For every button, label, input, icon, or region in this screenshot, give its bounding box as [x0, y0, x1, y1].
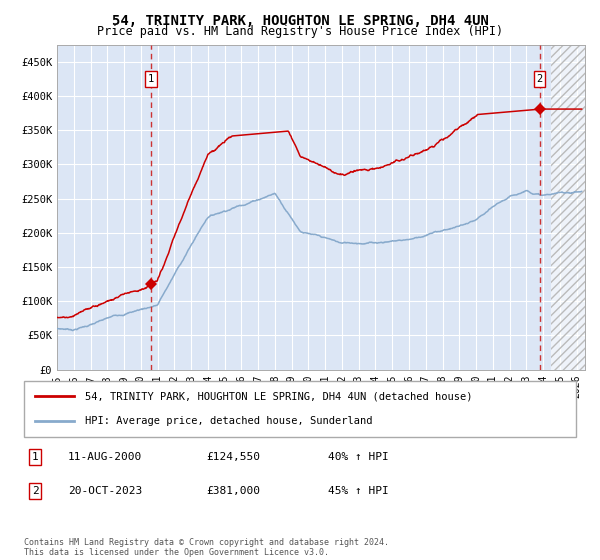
Text: 2: 2	[536, 74, 543, 84]
Text: 45% ↑ HPI: 45% ↑ HPI	[328, 486, 388, 496]
FancyBboxPatch shape	[24, 381, 576, 437]
Text: 54, TRINITY PARK, HOUGHTON LE SPRING, DH4 4UN: 54, TRINITY PARK, HOUGHTON LE SPRING, DH…	[112, 14, 488, 28]
Text: 1: 1	[148, 74, 154, 84]
Text: Price paid vs. HM Land Registry's House Price Index (HPI): Price paid vs. HM Land Registry's House …	[97, 25, 503, 38]
Text: 1: 1	[32, 452, 38, 462]
Bar	[551, 45, 585, 370]
Text: 11-AUG-2000: 11-AUG-2000	[68, 452, 142, 462]
Text: £381,000: £381,000	[206, 486, 260, 496]
Text: HPI: Average price, detached house, Sunderland: HPI: Average price, detached house, Sund…	[85, 416, 372, 426]
Text: £124,550: £124,550	[206, 452, 260, 462]
Text: 20-OCT-2023: 20-OCT-2023	[68, 486, 142, 496]
Text: 54, TRINITY PARK, HOUGHTON LE SPRING, DH4 4UN (detached house): 54, TRINITY PARK, HOUGHTON LE SPRING, DH…	[85, 391, 472, 402]
Text: 40% ↑ HPI: 40% ↑ HPI	[328, 452, 388, 462]
Bar	[551, 45, 585, 370]
Text: 2: 2	[32, 486, 38, 496]
Text: Contains HM Land Registry data © Crown copyright and database right 2024.
This d: Contains HM Land Registry data © Crown c…	[24, 538, 389, 557]
